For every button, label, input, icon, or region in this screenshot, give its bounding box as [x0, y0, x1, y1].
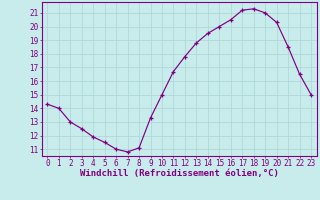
X-axis label: Windchill (Refroidissement éolien,°C): Windchill (Refroidissement éolien,°C) — [80, 169, 279, 178]
